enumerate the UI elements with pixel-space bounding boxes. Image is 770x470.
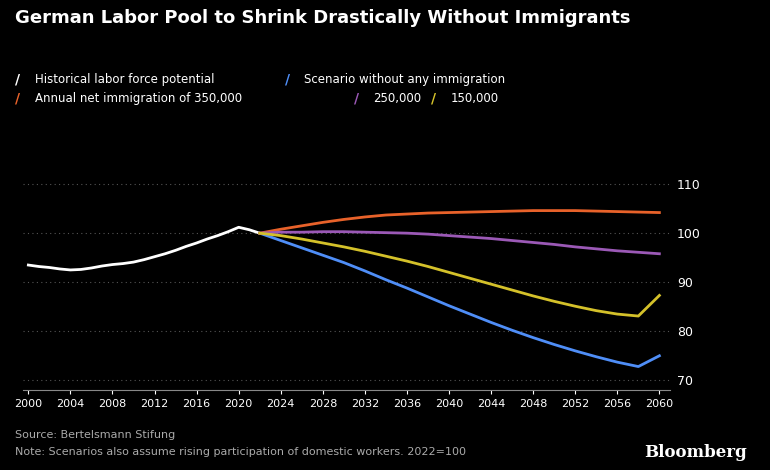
Text: Bloomberg: Bloomberg [644,444,747,461]
Text: /: / [285,73,290,87]
Text: Source: Bertelsmann Stifung: Source: Bertelsmann Stifung [15,430,176,440]
Text: Note: Scenarios also assume rising participation of domestic workers. 2022=100: Note: Scenarios also assume rising parti… [15,447,467,457]
Text: /: / [354,92,360,106]
Text: /: / [15,73,21,87]
Text: Annual net immigration of 350,000: Annual net immigration of 350,000 [35,92,242,105]
Text: 250,000: 250,000 [373,92,422,105]
Text: /: / [15,92,21,106]
Text: /: / [431,92,437,106]
Text: German Labor Pool to Shrink Drastically Without Immigrants: German Labor Pool to Shrink Drastically … [15,9,631,27]
Text: 150,000: 150,000 [450,92,499,105]
Text: Scenario without any immigration: Scenario without any immigration [304,73,505,86]
Text: Historical labor force potential: Historical labor force potential [35,73,214,86]
